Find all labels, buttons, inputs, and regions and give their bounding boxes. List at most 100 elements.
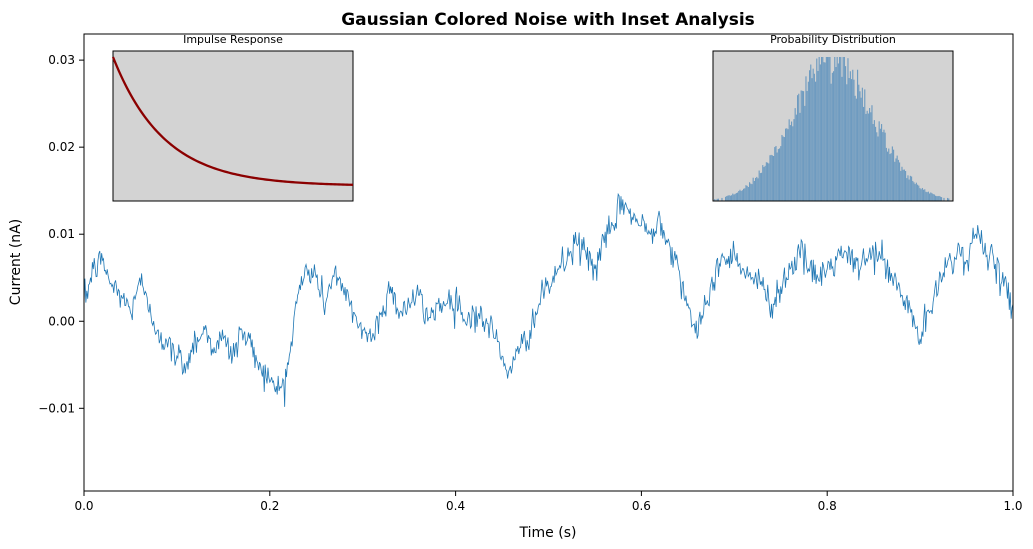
histogram-bar [881,124,883,201]
histogram-bar [828,57,830,201]
histogram-bar [812,68,814,202]
histogram-bar [863,106,865,201]
impulse-response-curve [111,56,354,186]
histogram-bar [734,193,736,201]
histogram-bar [771,155,773,201]
histogram-bar [900,170,902,201]
histogram-bar [852,69,854,201]
histogram-bar [891,146,893,201]
y-axis-label: Current (nA) [8,219,24,305]
histogram-bar [917,184,919,201]
histogram-bar [815,81,817,201]
histogram-bar [899,162,901,201]
histogram-bar [854,95,856,201]
histogram-bar [913,182,915,201]
histogram-bar [912,180,914,201]
histogram-bar [897,159,899,201]
y-tick-label: 0.02 [48,140,75,154]
series-line-0 [84,192,1013,407]
histogram-bar [929,193,931,201]
histogram-bar [714,199,716,201]
x-tick-label: 0.2 [260,499,279,513]
inset-impulse-response: Impulse Response [111,33,354,202]
histogram-bar [756,176,758,201]
chart-title: Gaussian Colored Noise with Inset Analys… [341,10,755,30]
histogram-bar [780,146,782,201]
x-tick-label: 0.0 [74,499,93,513]
histogram-bar [919,188,921,201]
histogram-bar [761,172,763,201]
histogram-bar [770,154,772,201]
histogram-bar [930,192,932,201]
histogram-bar [738,190,740,201]
histogram-bar [744,188,746,201]
histogram-bar [750,183,752,201]
histogram-bar [861,87,863,201]
histogram-bar [721,197,723,201]
y-tick-label: 0.01 [48,227,75,241]
histogram-bar [728,195,730,201]
y-tick-label: 0.00 [48,314,75,328]
histogram-bar [926,192,928,201]
histogram-bar [779,148,781,201]
x-tick-label: 1.0 [1003,499,1022,513]
histogram-bar [941,197,943,201]
histogram-bar [726,196,728,201]
histogram-bar [776,152,778,201]
histogram-bar [845,66,847,202]
histogram-bar [813,73,815,201]
histogram-bar [809,70,811,201]
histogram-bar [740,191,742,201]
histogram-bar [906,178,908,201]
histogram-bar [867,113,869,201]
histogram-bar [786,128,788,201]
histogram-bar [759,173,761,201]
histogram-bar [935,195,937,201]
histogram-bar [743,188,745,201]
histogram-bar [889,154,891,201]
histogram-bar [885,147,887,201]
histogram-bar [794,108,796,201]
histogram-bar [839,57,841,201]
histogram-bar [792,126,794,201]
histogram-bar [883,129,885,201]
histogram-bar [823,62,825,201]
histogram-bar [895,158,897,201]
histogram-bar [915,182,917,201]
histogram-bar [833,71,835,202]
histogram-bar [878,121,880,201]
series-layer [84,192,1013,407]
histogram-bar [746,185,748,201]
histogram-bar [817,70,819,202]
histogram-bar [948,198,950,201]
histogram-bar [727,195,729,201]
axes-frame [83,33,1014,492]
histogram-bar [829,57,831,201]
histogram-bar [858,84,860,201]
histogram-bar [902,169,904,201]
histogram-bar [781,134,783,201]
histogram-bar [818,57,820,201]
histogram-bar [717,198,719,201]
inset-impulse-title: Impulse Response [183,33,283,46]
histogram-bar [947,197,949,201]
histogram-bar [865,113,867,201]
histogram-bar [860,97,862,201]
histogram-bar [879,128,881,201]
histogram-bar [875,126,877,201]
histogram-bar [842,57,844,201]
histogram-bar [758,170,760,201]
inset-histogram-title: Probability Distribution [770,33,896,46]
histogram-bar [927,191,929,201]
histogram-bar [806,90,808,201]
histogram-bar [816,58,818,201]
histogram-bar [894,161,896,201]
histogram-bar [774,147,776,201]
histogram-bar [851,79,853,201]
histogram-bar [739,189,741,201]
histogram-bar [788,119,790,201]
plot-area [83,33,1014,492]
inset-probability-distribution: Probability Distribution [712,33,954,202]
histogram-bar [765,162,767,201]
histogram-bar [837,63,839,201]
